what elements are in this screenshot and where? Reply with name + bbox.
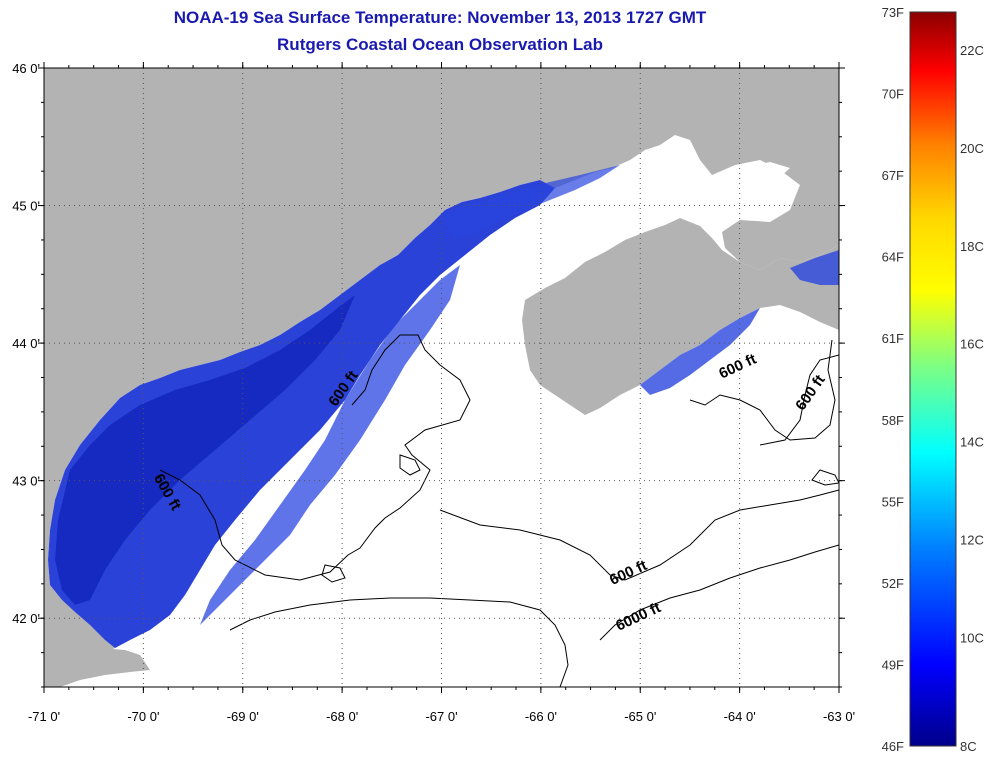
colorbar-f-label-3: 64F: [882, 250, 904, 265]
bathymetry-contours: [159, 334, 839, 687]
axis-ticks: 46 0' 45 0' 44 0' 43 0' 42 0' -71 0' -70 0' -69…: [12, 61, 855, 724]
colorbar-f-label-4: 61F: [882, 331, 904, 346]
lat-label-3: 43 0': [12, 474, 40, 489]
lon-label-1: -70 0': [127, 709, 159, 724]
colorbar-f-label-0: 73F: [882, 5, 904, 20]
graticule: [44, 68, 839, 687]
colorbar-f-label-2: 67F: [882, 168, 904, 183]
contour-small-2: [399, 454, 421, 476]
colorbar: [909, 11, 957, 747]
map-subtitle: Rutgers Coastal Ocean Observation Lab: [277, 35, 603, 54]
colorbar-f-label-5: 58F: [882, 413, 904, 428]
colorbar-f-label-9: 46F: [882, 739, 904, 754]
sst-coastal-water: [48, 180, 555, 648]
contour-6000ft: [599, 544, 839, 641]
colorbar-c-label-3: 16C: [960, 337, 984, 352]
lon-label-6: -65 0': [624, 709, 656, 724]
contour-600ft-gulf: [159, 334, 471, 581]
lon-label-2: -69 0': [227, 709, 259, 724]
colorbar-c-label-7: 8C: [960, 739, 977, 754]
colorbar-c-label-6: 10C: [960, 630, 984, 645]
colorbar-c-label-2: 18C: [960, 239, 984, 254]
lat-label-4: 42 0': [12, 611, 40, 626]
sst-scattered-pixels: [200, 265, 460, 625]
colorbar-f-label-7: 52F: [882, 576, 904, 591]
land-nova-scotia: [522, 218, 839, 415]
contour-small-3: [321, 564, 346, 583]
lat-label-1: 45 0': [12, 199, 40, 214]
colorbar-c-label-0: 22C: [960, 43, 984, 58]
sst-bay-edge: [440, 165, 620, 240]
lon-label-7: -64 0': [724, 709, 756, 724]
contour-600ft-east2: [759, 354, 839, 446]
colorbar-f-label-1: 70F: [882, 87, 904, 102]
land-mainland: [44, 68, 839, 680]
lon-label-8: -63 0': [823, 709, 855, 724]
sst-deep-coastal: [55, 295, 355, 605]
contour-600ft-east: [689, 339, 836, 441]
contour-600ft-georges: [229, 597, 569, 687]
sst-southern-ns: [790, 250, 839, 285]
lat-label-0: 46 0': [12, 61, 40, 76]
colorbar-c-label-5: 12C: [960, 532, 984, 547]
colorbar-c-label-4: 14C: [960, 435, 984, 450]
colorbar-c-label-1: 20C: [960, 141, 984, 156]
lon-label-5: -66 0': [525, 709, 557, 724]
colorbar-ticks: 73F 70F 67F 64F 61F 58F 55F 52F 49F 46F 22C 20C 18C 1…: [882, 5, 984, 754]
lon-label-4: -67 0': [425, 709, 457, 724]
lat-label-2: 44 0': [12, 336, 40, 351]
sst-nova-scotia-edge: [640, 308, 760, 395]
map-plot-area: [44, 68, 839, 687]
bay-of-fundy: [540, 162, 790, 285]
colorbar-f-label-8: 49F: [882, 657, 904, 672]
lon-label-3: -68 0': [326, 709, 358, 724]
lon-label-0: -71 0': [28, 709, 60, 724]
map-title: NOAA-19 Sea Surface Temperature: Novembe…: [173, 8, 707, 27]
colorbar-f-label-6: 55F: [882, 494, 904, 509]
contour-600ft-south: [439, 489, 839, 581]
land-cape-cod: [44, 648, 150, 687]
contour-small-1: [811, 469, 839, 486]
